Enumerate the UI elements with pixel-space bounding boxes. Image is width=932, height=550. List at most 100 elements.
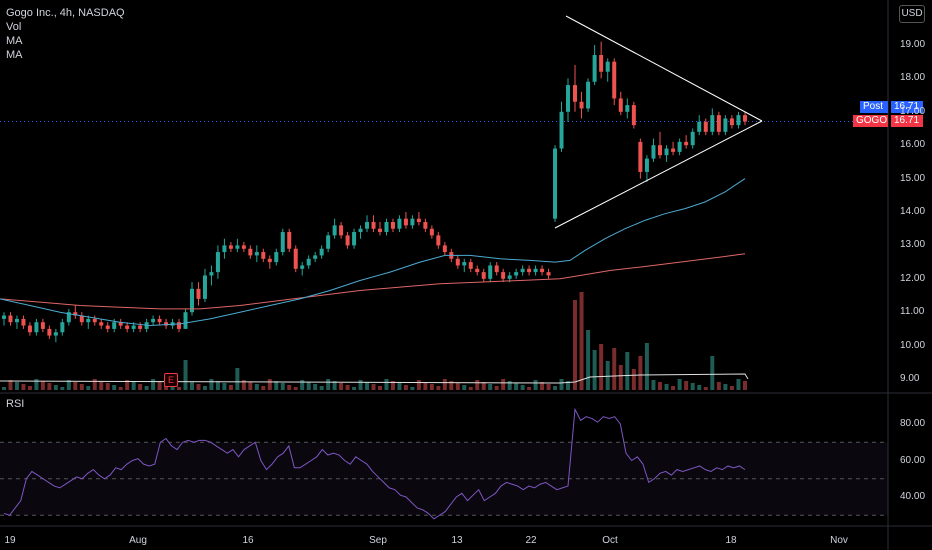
volume-bar [423,382,428,390]
candle [540,268,545,273]
candle [546,272,551,276]
volume-bar [222,383,227,390]
volume-bar [131,382,136,390]
candle [92,318,97,323]
volume-bar [455,383,460,390]
candle [514,272,519,276]
time-tick-label: 22 [525,535,537,546]
candle [358,228,363,233]
price-tick-label: 16.00 [900,139,926,151]
candle [612,61,617,99]
volume-bar [267,379,272,390]
currency-button[interactable]: USD [899,5,925,23]
volume-bar [743,381,747,390]
rsi-tick-label: 60.00 [900,454,926,466]
volume-bar [280,383,285,390]
candle [625,105,630,112]
volume-bar [34,379,39,390]
candle [397,218,402,229]
volume-bar [60,387,65,390]
candle [488,265,493,279]
indicator-ma-2[interactable]: MA [6,49,23,61]
candle [319,248,324,256]
candle [254,252,259,256]
volume-bar [618,365,623,390]
time-tick-label: Oct [602,535,618,546]
volume-bar [442,379,447,390]
volume-bar [644,343,649,390]
volume-bar [306,382,311,390]
candle [573,85,577,102]
volume-bar [514,383,519,390]
candle [66,312,71,323]
volume-bar [533,380,538,390]
candle [664,148,669,156]
candle [99,322,104,326]
candle [280,232,285,253]
price-tick-label: 15.00 [900,172,926,184]
volume-bar [99,381,104,390]
volume-bar [105,383,110,390]
volume-bar [540,382,545,390]
candle [436,235,441,246]
volume-bar [736,379,741,390]
volume-bar [710,356,715,390]
candle [710,115,715,132]
candle [267,258,272,263]
volume-bar [397,383,402,390]
candle [605,61,610,72]
volume-bar [592,350,597,390]
volume-bar [332,381,337,390]
candle [274,252,279,263]
candle [592,55,597,82]
candle [520,268,525,273]
volume-ma-line [0,373,749,384]
time-tick-label: 13 [451,535,463,546]
candle [118,322,123,326]
candle [429,228,434,236]
post-price-tag: 16.71 [891,101,923,113]
candle [371,222,376,229]
candle [248,248,253,256]
volume-bar [47,383,52,390]
candle [21,318,26,326]
candle [638,141,643,172]
earnings-marker[interactable]: E [164,373,178,387]
candle [79,315,84,323]
candle [553,148,558,219]
indicator-volume[interactable]: Vol [6,21,22,33]
volume-bar [638,356,643,390]
volume-bar [183,360,188,390]
candle [27,325,32,333]
candle [287,232,292,249]
candle [677,141,682,152]
volume-bar [319,386,324,390]
candle [566,85,570,112]
candle [697,121,702,132]
candle [235,245,240,249]
symbol-title[interactable]: Gogo Inc., 4h, NASDAQ [6,7,125,19]
volume-bar [612,348,617,390]
volume-bar [21,384,26,390]
candle [651,145,656,159]
volume-bar [144,386,149,390]
indicator-ma-1[interactable]: MA [6,35,23,47]
rsi-title[interactable]: RSI [6,398,25,410]
candle [190,288,194,313]
candle [403,218,408,226]
volume-bar [365,382,370,390]
candle [222,245,227,253]
volume-bar [625,352,630,390]
candle [8,315,13,323]
volume-bar [579,292,584,390]
volume-bar [371,384,376,390]
candle [658,145,662,156]
volume-bar [403,385,408,390]
volume-bar [157,381,162,390]
volume-bar [202,386,207,390]
volume-bar [449,381,454,390]
candle [729,118,734,126]
candle [313,255,318,259]
candle [703,121,708,132]
